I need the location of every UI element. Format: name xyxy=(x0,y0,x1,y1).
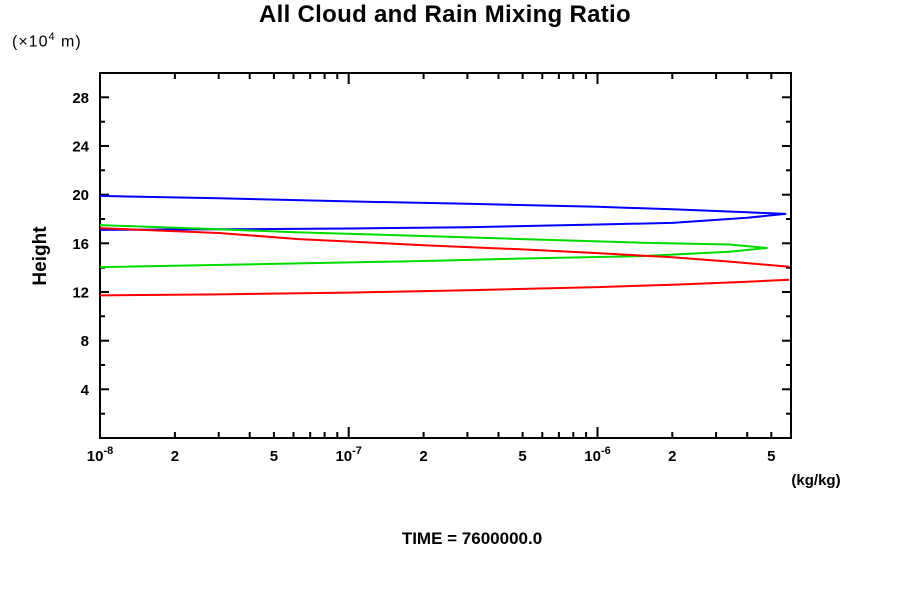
x-axis-ticks xyxy=(99,73,773,438)
series-red xyxy=(99,227,790,268)
x-tick-label: 5 xyxy=(270,448,278,465)
y-tick-label: 8 xyxy=(81,333,89,350)
x-tick-label: 5 xyxy=(518,448,526,465)
plot-border xyxy=(99,72,792,439)
x-tick-label: 2 xyxy=(419,448,427,465)
y-unit-prefix: (×10 xyxy=(12,33,49,51)
y-unit-suffix: m) xyxy=(55,33,82,51)
y-tick-label: 4 xyxy=(81,382,90,399)
time-label: TIME = 7600000.0 xyxy=(401,529,543,548)
series-green xyxy=(99,224,768,269)
y-axis-unit-label: (×104 m) xyxy=(12,31,82,51)
y-tick-label: 16 xyxy=(72,236,89,253)
x-tick-label: 10-7 xyxy=(335,445,361,465)
y-tick-label: 28 xyxy=(72,90,89,107)
axis-tick-labels: 4 8 12 16 20 24 28 10-8 2 5 10-7 2 5 10-6 2 5 xyxy=(72,90,775,465)
chart-title: All Cloud and Rain Mixing Ratio xyxy=(259,1,631,28)
series-red xyxy=(99,278,790,297)
y-axis-ticks xyxy=(100,96,791,415)
y-unit-exponent: 4 xyxy=(48,31,56,43)
x-tick-label: 10-6 xyxy=(584,445,610,465)
series-blue xyxy=(99,194,787,231)
x-tick-label: 2 xyxy=(668,448,676,465)
x-axis-unit-label: (kg/kg) xyxy=(791,472,841,489)
y-tick-label: 20 xyxy=(72,187,89,204)
x-tick-label: 2 xyxy=(171,448,179,465)
x-tick-label: 5 xyxy=(767,448,775,465)
x-tick-label: 10-8 xyxy=(87,445,113,465)
y-tick-label: 12 xyxy=(72,285,89,302)
y-tick-label: 24 xyxy=(72,139,89,156)
